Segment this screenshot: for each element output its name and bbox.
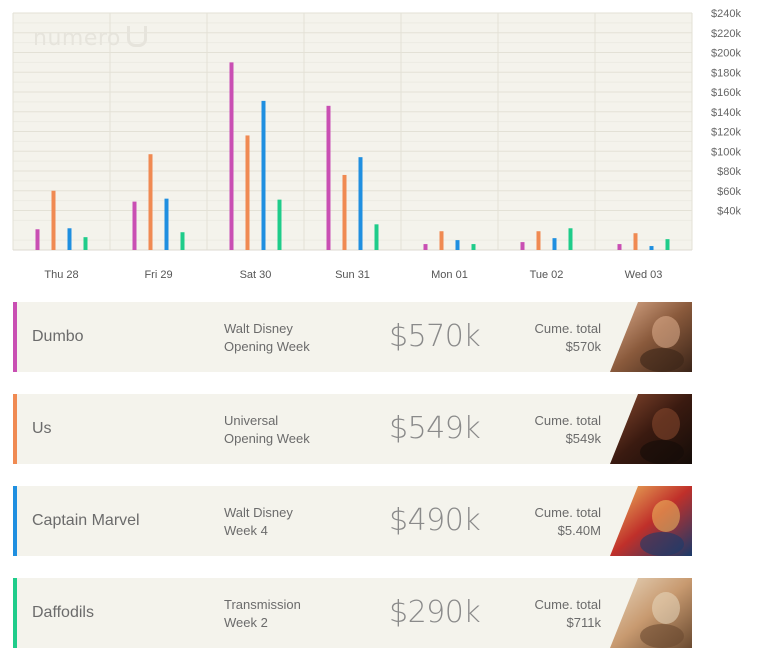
x-tick-label: Tue 02 [530, 269, 564, 281]
x-tick-label: Sun 31 [335, 269, 370, 281]
series-color-stripe [13, 486, 17, 556]
cume-value: $570k [565, 339, 601, 354]
y-tick-label: $40k [717, 206, 741, 218]
series-color-stripe [13, 394, 17, 464]
cume-label: Cume. total [534, 321, 601, 336]
x-tick-label: Fri 29 [144, 269, 172, 281]
bar-us [439, 231, 444, 250]
poster-art [610, 486, 692, 556]
y-tick-label: $120k [711, 127, 741, 139]
film-gross: $490k [389, 503, 481, 538]
bar-captain-marvel [164, 198, 169, 250]
film-card-dumbo[interactable]: Dumbo Walt Disney Opening Week $570k Cum… [13, 302, 692, 372]
bar-dumbo [617, 244, 622, 250]
poster-art [610, 302, 692, 372]
cume-label: Cume. total [534, 505, 601, 520]
x-tick-label: Wed 03 [625, 269, 663, 281]
bar-captain-marvel [552, 238, 557, 250]
box-office-bar-chart: $40k $60k $80k $100k $120k $140k $160k $180k $20… [12, 8, 741, 281]
poster-art [610, 578, 692, 648]
film-title: Daffodils [32, 604, 94, 621]
film-distributor: Universal [224, 413, 279, 428]
bar-dumbo [423, 244, 428, 250]
bar-daffodils [374, 224, 379, 250]
film-week: Opening Week [224, 339, 310, 354]
elephant-poster-icon [610, 302, 692, 372]
bar-dumbo [35, 229, 40, 250]
film-distributor: Walt Disney [224, 505, 293, 520]
film-week: Opening Week [224, 431, 310, 446]
bar-captain-marvel [649, 246, 654, 250]
film-card-daffodils[interactable]: Daffodils Transmission Week 2 $290k Cume… [13, 578, 692, 648]
bar-us [245, 135, 250, 250]
bar-captain-marvel [455, 240, 460, 250]
face-poster-icon [610, 394, 692, 464]
bar-dumbo [326, 105, 331, 250]
y-tick-label: $240k [711, 8, 741, 20]
poster-art [610, 394, 692, 464]
film-distributor: Transmission [224, 597, 301, 612]
film-title: Dumbo [32, 328, 84, 345]
y-tick-label: $220k [711, 28, 741, 40]
y-tick-label: $80k [717, 166, 741, 178]
y-tick-label: $200k [711, 48, 741, 60]
y-tick-label: $100k [711, 146, 741, 158]
numero-logo: numero [33, 26, 147, 51]
bar-daffodils [83, 237, 88, 250]
film-week: Week 2 [224, 615, 268, 630]
bar-us [342, 174, 347, 250]
bar-us [51, 190, 56, 250]
film-distributor: Walt Disney [224, 321, 293, 336]
film-gross: $570k [389, 319, 481, 354]
bar-dumbo [229, 62, 234, 250]
y-tick-label: $60k [717, 186, 741, 198]
bar-captain-marvel [358, 157, 363, 250]
film-title: Captain Marvel [32, 512, 140, 529]
bar-daffodils [471, 244, 476, 250]
cume-label: Cume. total [534, 413, 601, 428]
series-color-stripe [13, 578, 17, 648]
bar-dumbo [520, 242, 525, 250]
film-gross: $290k [389, 595, 481, 630]
hero-poster-icon [610, 486, 692, 556]
cume-label: Cume. total [534, 597, 601, 612]
bar-daffodils [180, 232, 185, 250]
film-card-captain-marvel[interactable]: Captain Marvel Walt Disney Week 4 $490k … [13, 486, 692, 556]
film-week: Week 4 [224, 523, 268, 538]
bar-us [148, 154, 153, 250]
cume-value: $5.40M [557, 523, 601, 538]
bar-captain-marvel [67, 228, 72, 250]
cume-value: $549k [565, 431, 601, 446]
hand-icon [126, 26, 147, 47]
cume-value: $711k [566, 615, 601, 630]
bar-us [536, 231, 541, 250]
x-tick-label: Mon 01 [431, 269, 468, 281]
bar-daffodils [665, 239, 670, 250]
bar-daffodils [277, 199, 282, 250]
bar-captain-marvel [261, 100, 266, 250]
bar-us [633, 233, 638, 250]
x-tick-label: Thu 28 [44, 269, 78, 281]
x-tick-label: Sat 30 [240, 269, 272, 281]
film-gross: $549k [389, 411, 481, 446]
film-card-us[interactable]: Us Universal Opening Week $549k Cume. to… [13, 394, 692, 464]
film-title: Us [32, 420, 52, 437]
bar-dumbo [132, 201, 137, 250]
couple-poster-icon [610, 578, 692, 648]
y-tick-label: $140k [711, 107, 741, 119]
series-color-stripe [13, 302, 17, 372]
y-tick-label: $180k [711, 67, 741, 79]
y-tick-label: $160k [711, 87, 741, 99]
bar-daffodils [568, 228, 573, 250]
